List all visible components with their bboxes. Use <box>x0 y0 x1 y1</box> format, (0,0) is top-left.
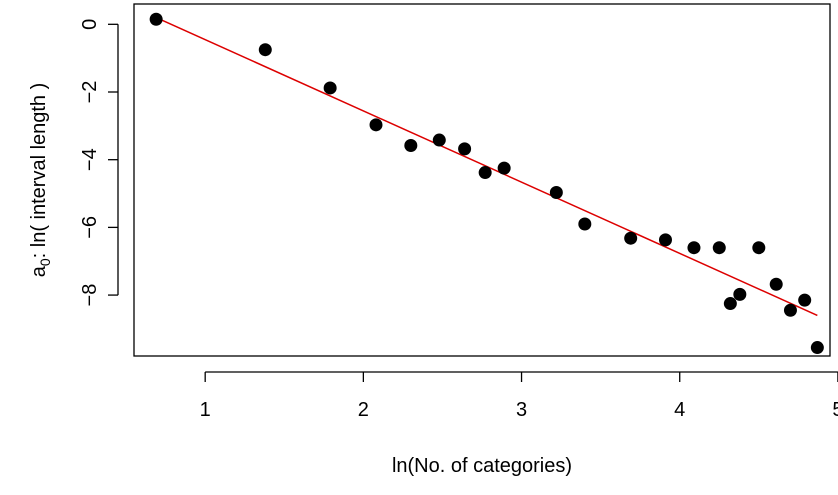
data-point <box>404 138 418 152</box>
data-point <box>783 303 797 317</box>
data-point <box>369 118 383 132</box>
x-tick-label: 4 <box>674 399 685 421</box>
data-point <box>578 217 592 231</box>
y-tick-label: −4 <box>79 148 101 171</box>
y-axis-title: a0: ln( interval length ) <box>28 83 53 278</box>
data-point <box>658 233 672 247</box>
y-axis-title-suffix: : ln( interval length ) <box>28 83 50 259</box>
y-tick-label: −8 <box>79 284 101 307</box>
y-tick-label: −6 <box>79 216 101 239</box>
data-point <box>149 12 163 26</box>
data-point <box>497 161 511 175</box>
data-point <box>478 166 492 180</box>
x-tick-label: 5 <box>832 399 838 421</box>
data-point <box>624 231 638 245</box>
data-points <box>149 12 824 355</box>
data-point <box>323 81 337 95</box>
data-point <box>432 133 446 147</box>
y-axis-title-subscript: 0 <box>37 258 53 266</box>
data-point <box>752 241 766 255</box>
data-point <box>798 293 812 307</box>
x-tick-label: 1 <box>200 399 211 421</box>
x-axis-title: ln(No. of categories) <box>392 455 572 477</box>
y-axis-title-prefix: a <box>28 265 50 277</box>
data-point <box>687 241 701 255</box>
x-tick-label: 3 <box>516 399 527 421</box>
x-axis: 1 2 3 4 5 <box>200 371 838 421</box>
data-point <box>258 43 272 57</box>
y-axis: 0 −2 −4 −6 −8 <box>79 19 119 307</box>
data-point <box>769 277 783 291</box>
data-point <box>549 186 563 200</box>
data-point <box>458 142 472 156</box>
data-point <box>712 241 726 255</box>
y-tick-label: −2 <box>79 81 101 104</box>
data-point <box>810 341 824 355</box>
y-tick-label: 0 <box>79 19 101 30</box>
x-tick-label: 2 <box>358 399 369 421</box>
data-point <box>733 287 747 301</box>
plot-frame <box>133 3 831 357</box>
data-point <box>723 297 737 311</box>
